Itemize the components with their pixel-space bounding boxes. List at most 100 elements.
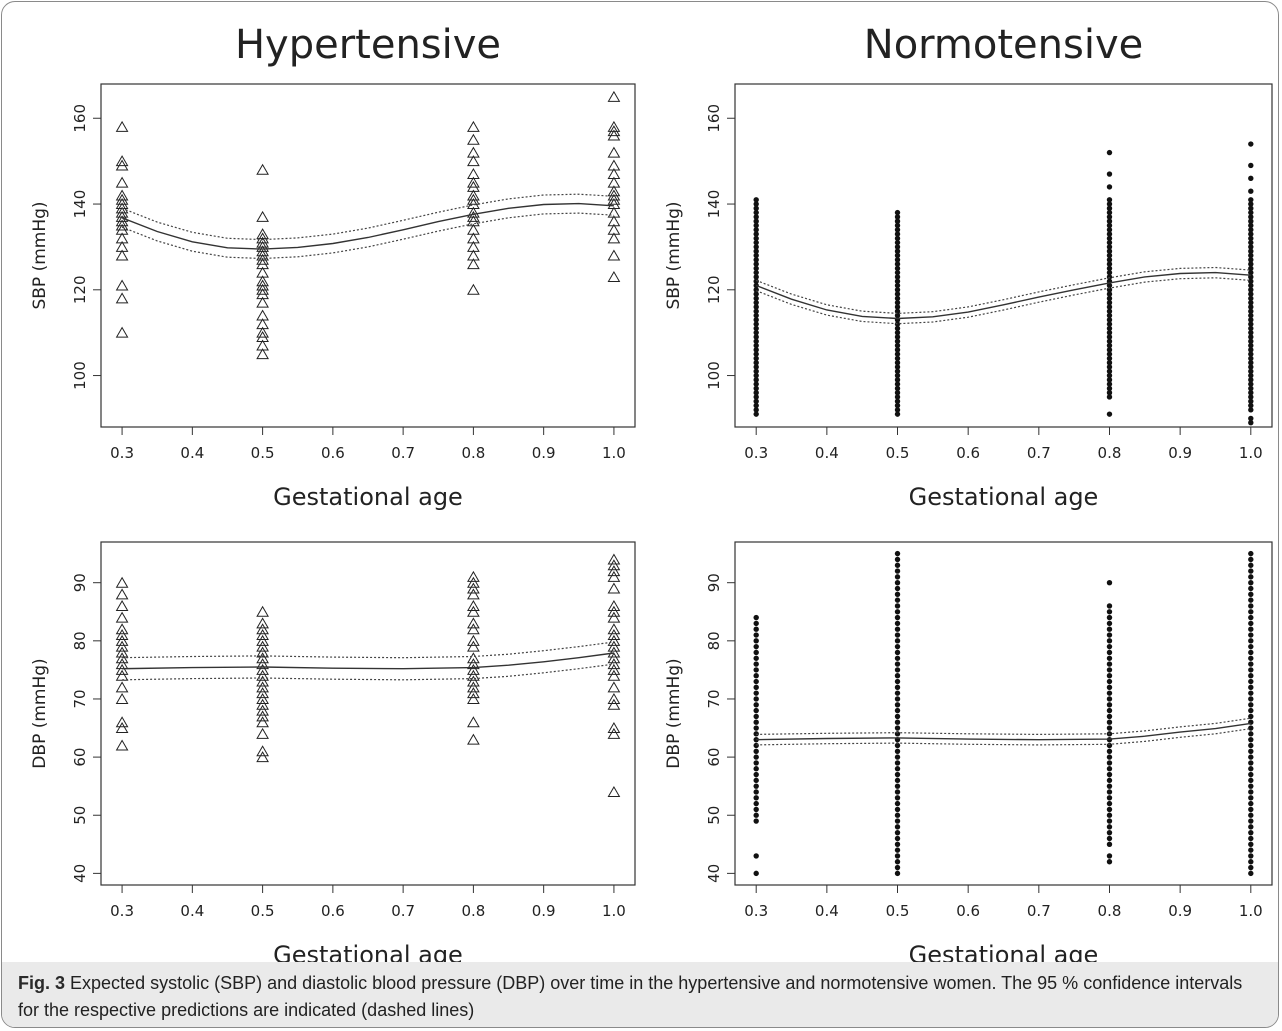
- data-point-dot: [1248, 214, 1254, 220]
- data-point-dot: [753, 265, 759, 272]
- data-point-dot: [894, 661, 901, 667]
- data-point-dot: [1106, 760, 1113, 766]
- data-point-dot: [1106, 783, 1113, 789]
- data-point-dot: [1106, 312, 1113, 319]
- data-point-dot: [1248, 312, 1254, 319]
- data-point-dot: [1248, 603, 1254, 609]
- data-point-dot: [1248, 742, 1254, 749]
- data-point-triangle: [607, 623, 621, 635]
- y-tick-label: 90: [705, 573, 723, 592]
- data-point-dot: [1106, 638, 1113, 644]
- data-point-triangle: [256, 163, 269, 175]
- y-tick-label: 50: [71, 806, 89, 825]
- data-point-triangle: [115, 292, 129, 304]
- data-point-dot: [1106, 235, 1113, 242]
- data-point-dot: [1248, 231, 1254, 237]
- data-point-dot: [1248, 725, 1254, 731]
- data-point-dot: [1106, 579, 1113, 586]
- x-axis-label: Gestational age: [273, 483, 463, 511]
- data-point-dot: [894, 707, 901, 714]
- data-point-triangle: [467, 634, 480, 646]
- data-point-dot: [1106, 824, 1113, 830]
- data-point-dot: [1248, 201, 1254, 207]
- data-point-dot: [1248, 696, 1254, 702]
- data-point-dot: [753, 766, 759, 772]
- data-point-triangle: [115, 663, 129, 675]
- data-point-triangle: [607, 599, 621, 611]
- data-point-dot: [753, 655, 759, 661]
- y-tick-label: 40: [705, 864, 723, 883]
- x-tick-label: 0.4: [815, 902, 839, 920]
- data-point-dot: [1248, 859, 1254, 865]
- data-point-dot: [1248, 818, 1254, 824]
- data-point-triangle: [607, 785, 621, 797]
- fit-line: [122, 652, 614, 670]
- data-point-triangle: [467, 623, 480, 635]
- data-point-dot: [1106, 696, 1113, 702]
- x-tick-label: 0.8: [461, 902, 485, 920]
- data-point-triangle: [115, 588, 129, 600]
- data-point-dot: [1248, 295, 1254, 302]
- data-point-dot: [1106, 299, 1113, 306]
- data-point-dot: [1248, 269, 1254, 276]
- y-tick-label: 100: [71, 361, 89, 390]
- data-point-dot: [753, 381, 759, 387]
- data-point-triangle: [607, 120, 621, 132]
- data-point-dot: [1106, 853, 1113, 859]
- data-point-dot: [1248, 562, 1254, 568]
- data-point-dot: [753, 614, 759, 621]
- data-point-dot: [753, 667, 759, 673]
- data-point-dot: [1106, 859, 1113, 865]
- data-point-triangle: [256, 634, 269, 646]
- chart-panel-top-left: Hypertensive 0.3 0.4 0.5 0.6 0.7 0.8 0.9 1.0 100 1…: [30, 22, 636, 511]
- data-point-dot: [1106, 257, 1113, 263]
- data-point-dot: [753, 402, 759, 409]
- data-point-dot: [1248, 667, 1254, 673]
- data-point-dot: [1248, 661, 1254, 667]
- data-point-dot: [1248, 847, 1254, 853]
- data-point-dot: [894, 274, 901, 280]
- x-tick-label: 1.0: [1239, 444, 1263, 462]
- data-point-triangle: [607, 611, 621, 623]
- data-point-dot: [894, 368, 901, 374]
- data-point-triangle: [115, 681, 129, 693]
- data-point-dot: [753, 702, 759, 708]
- y-axis-label: DBP (mmHg): [30, 658, 50, 768]
- data-point-dot: [894, 870, 901, 877]
- data-point-dot: [1248, 800, 1254, 807]
- data-point-dot: [753, 295, 759, 302]
- data-point-dot: [1248, 299, 1254, 306]
- data-point-dot: [753, 372, 759, 379]
- data-point-dot: [894, 847, 901, 853]
- data-point-dot: [753, 222, 759, 229]
- data-point-dot: [753, 736, 759, 743]
- data-point-dot: [753, 218, 759, 224]
- data-point-dot: [894, 795, 901, 801]
- data-point-dot: [894, 829, 901, 836]
- data-point-dot: [894, 278, 901, 284]
- data-point-dot: [753, 347, 759, 353]
- data-point-dot: [753, 274, 759, 280]
- data-point-dot: [1106, 829, 1113, 836]
- plot-box: [734, 541, 1273, 886]
- data-point-dot: [1248, 282, 1254, 289]
- data-point-dot: [1248, 287, 1254, 293]
- data-point-triangle: [115, 120, 129, 132]
- data-point-dot: [894, 609, 901, 615]
- data-point-dot: [1248, 364, 1254, 370]
- data-point-triangle: [115, 623, 129, 635]
- data-point-triangle: [467, 240, 480, 252]
- data-point-dot: [1248, 620, 1254, 627]
- ci-lower-line: [756, 728, 1251, 746]
- data-point-dot: [1106, 205, 1113, 212]
- data-point-triangle: [607, 176, 621, 188]
- panel-title: Normotensive: [864, 22, 1143, 68]
- data-point-triangle: [115, 599, 129, 611]
- data-point-dot: [894, 725, 901, 731]
- data-point-dot: [1106, 308, 1113, 314]
- data-point-dot: [894, 398, 901, 404]
- data-point-triangle: [467, 133, 480, 145]
- data-point-dot: [1106, 626, 1113, 632]
- data-point-dot: [1248, 870, 1254, 877]
- figure-caption: Fig. 3 Expected systolic (SBP) and diast…: [18, 970, 1268, 1024]
